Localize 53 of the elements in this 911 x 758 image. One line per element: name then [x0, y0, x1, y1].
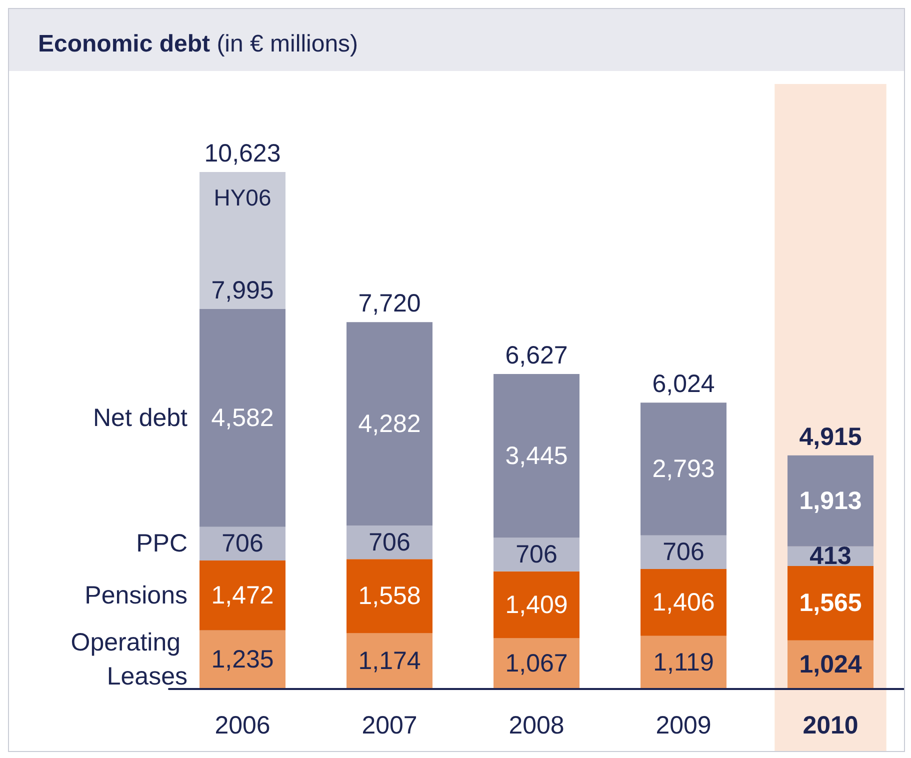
bar [346, 526, 432, 560]
total-label: 6,024 [652, 370, 715, 398]
data-label: 1,913 [799, 486, 862, 515]
bar [494, 538, 580, 572]
data-label: 1,235 [211, 646, 274, 674]
data-label: 1,472 [211, 581, 274, 610]
data-label: 706 [516, 540, 558, 569]
data-label: 1,067 [505, 650, 568, 678]
series-label: PPC [136, 530, 188, 558]
chart-title: Economic debt (in € millions) [38, 30, 358, 58]
x-tick-label: 2008 [508, 712, 564, 740]
series-label: Operating Leases [70, 628, 188, 691]
total-label: 7,720 [358, 290, 421, 318]
data-label: 2,793 [652, 455, 715, 484]
bar [346, 559, 432, 634]
data-label: 4,582 [211, 404, 274, 432]
x-tick-label: 2007 [362, 712, 418, 740]
x-tick-label: 2010 [802, 712, 858, 740]
bar [640, 535, 726, 569]
x-tick-label: 2009 [656, 712, 712, 740]
bar [200, 526, 286, 560]
bar [788, 455, 874, 546]
data-label: 1,174 [358, 647, 421, 676]
total-label: 6,627 [505, 342, 568, 370]
data-label: 3,445 [505, 442, 568, 470]
data-label: 706 [222, 530, 264, 558]
bar [200, 560, 286, 630]
bar [640, 636, 726, 689]
data-label: 706 [662, 538, 704, 566]
x-tick-label: 2006 [214, 712, 270, 740]
data-label: 1,024 [799, 650, 862, 679]
bar [494, 571, 580, 638]
bar [346, 633, 432, 689]
data-label: 1,558 [358, 582, 421, 610]
bar [788, 566, 874, 640]
data-label: 4,282 [358, 410, 421, 438]
bar [200, 630, 286, 689]
data-label: 1,409 [505, 590, 568, 619]
text: 10,623 [204, 140, 281, 168]
data-label: 413 [810, 542, 852, 570]
data-label: 1,565 [799, 589, 862, 618]
total-label: 7,995 [211, 276, 274, 304]
bar [640, 402, 726, 536]
bar [346, 322, 432, 526]
bar [640, 568, 726, 636]
data-label: 1,119 [653, 648, 714, 676]
series-label: Net debt [92, 404, 188, 432]
band-label: HY06 [214, 184, 272, 210]
bar [494, 374, 580, 538]
series-label: Pensions [84, 581, 188, 610]
data-label: 706 [368, 528, 410, 556]
data-label: 1,406 [652, 588, 715, 616]
total-label: 4,915 [799, 422, 862, 451]
